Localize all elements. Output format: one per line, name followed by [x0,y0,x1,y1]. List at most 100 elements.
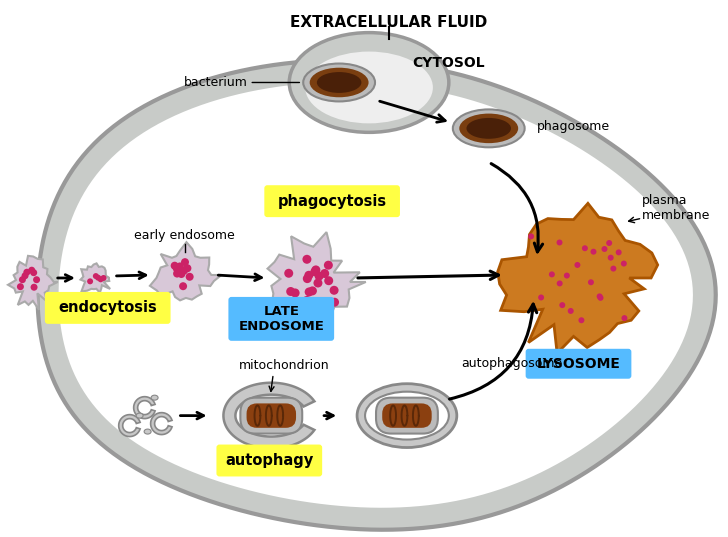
Text: autophagosome: autophagosome [461,357,562,370]
Ellipse shape [144,429,151,434]
Ellipse shape [183,264,191,272]
Ellipse shape [317,72,361,93]
Text: early endosome: early endosome [134,229,235,242]
Ellipse shape [601,246,607,252]
Ellipse shape [557,280,563,286]
Ellipse shape [459,114,518,143]
Text: LYSOSOME: LYSOSOME [537,357,620,371]
Text: LATE
ENDOSOME: LATE ENDOSOME [238,305,324,333]
Ellipse shape [588,279,594,285]
Ellipse shape [590,249,596,255]
Ellipse shape [100,275,106,281]
Ellipse shape [304,63,375,101]
Ellipse shape [98,277,103,282]
Text: phagosome: phagosome [537,120,610,133]
Ellipse shape [95,275,101,281]
FancyBboxPatch shape [229,297,334,341]
Ellipse shape [173,265,181,272]
Ellipse shape [559,302,565,308]
Ellipse shape [22,272,28,279]
Ellipse shape [616,249,622,256]
Text: plasma
membrane: plasma membrane [642,194,711,222]
FancyBboxPatch shape [382,403,432,428]
Ellipse shape [170,262,178,270]
FancyBboxPatch shape [264,185,400,217]
Ellipse shape [597,293,603,299]
Ellipse shape [330,297,339,307]
Ellipse shape [538,294,544,301]
Text: autophagy: autophagy [225,453,314,468]
Ellipse shape [330,286,339,295]
Ellipse shape [528,234,534,240]
Ellipse shape [17,283,24,290]
Ellipse shape [324,276,333,285]
Ellipse shape [289,33,449,132]
Ellipse shape [606,240,612,246]
Ellipse shape [621,260,627,266]
FancyBboxPatch shape [376,398,438,433]
Ellipse shape [308,286,317,295]
Ellipse shape [302,296,312,305]
Ellipse shape [610,266,617,272]
Ellipse shape [608,255,614,260]
Polygon shape [81,263,110,293]
Ellipse shape [314,279,323,287]
Text: EXTRACELLULAR FLUID: EXTRACELLULAR FLUID [290,14,488,30]
Ellipse shape [357,384,457,447]
Ellipse shape [549,271,555,278]
Polygon shape [498,204,657,353]
Polygon shape [151,412,172,434]
Ellipse shape [33,276,40,283]
Ellipse shape [176,263,184,271]
Text: endocytosis: endocytosis [58,300,157,315]
Polygon shape [58,82,693,508]
Ellipse shape [180,267,188,275]
Ellipse shape [314,272,324,280]
Ellipse shape [598,295,604,301]
Ellipse shape [186,273,194,281]
FancyBboxPatch shape [216,445,323,476]
Ellipse shape [31,284,38,291]
Text: phagocytosis: phagocytosis [277,194,387,209]
Ellipse shape [173,270,181,278]
Polygon shape [8,256,58,310]
Ellipse shape [574,262,580,268]
Polygon shape [150,242,221,300]
Ellipse shape [286,287,295,296]
FancyBboxPatch shape [240,398,302,433]
Polygon shape [267,232,366,326]
Ellipse shape [178,270,186,278]
Polygon shape [38,60,716,529]
Ellipse shape [312,265,320,274]
Ellipse shape [179,282,187,290]
Ellipse shape [622,315,628,321]
Ellipse shape [30,269,37,276]
Ellipse shape [304,271,313,280]
FancyBboxPatch shape [526,349,631,379]
Ellipse shape [304,287,314,296]
Ellipse shape [305,52,433,124]
Ellipse shape [579,317,585,323]
Polygon shape [223,383,314,448]
Text: mitochondrion: mitochondrion [239,359,330,372]
Ellipse shape [28,267,35,274]
FancyBboxPatch shape [45,292,170,324]
Ellipse shape [87,278,93,284]
Ellipse shape [582,245,588,251]
Ellipse shape [284,269,293,278]
Ellipse shape [19,276,26,283]
Ellipse shape [310,267,320,276]
Ellipse shape [453,110,525,147]
Ellipse shape [302,255,312,264]
Ellipse shape [568,308,574,314]
Ellipse shape [181,258,189,266]
Ellipse shape [303,274,312,283]
Ellipse shape [23,268,31,275]
Text: bacterium: bacterium [183,76,248,89]
Text: CYTOSOL: CYTOSOL [413,55,485,70]
FancyBboxPatch shape [247,403,296,428]
Polygon shape [134,397,155,419]
Ellipse shape [151,395,158,400]
Polygon shape [119,415,141,437]
Ellipse shape [290,288,300,297]
